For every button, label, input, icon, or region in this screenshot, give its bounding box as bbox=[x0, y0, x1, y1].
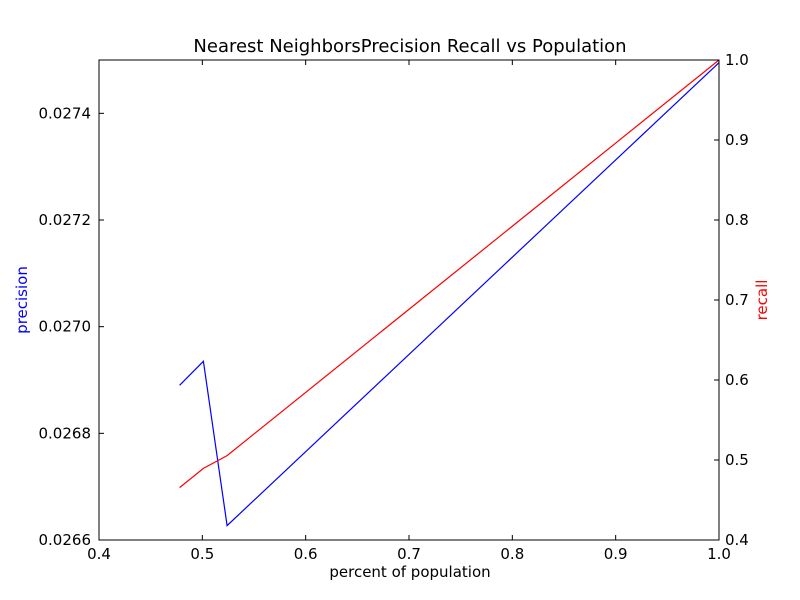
x-tick-label: 1.0 bbox=[707, 545, 731, 563]
right-tick-label: 1.0 bbox=[725, 51, 749, 69]
chart-title: Nearest NeighborsPrecision Recall vs Pop… bbox=[193, 36, 626, 57]
precision-series-line bbox=[179, 62, 720, 527]
x-tick-label: 0.4 bbox=[87, 545, 111, 563]
x-axis-ticks: 0.4 0.5 0.6 0.7 0.8 0.9 1.0 bbox=[87, 60, 731, 563]
right-axis-ticks: 0.4 0.5 0.6 0.7 0.8 0.9 1.0 bbox=[714, 51, 749, 549]
right-tick-label: 0.8 bbox=[725, 211, 749, 229]
recall-series-line bbox=[179, 59, 720, 489]
right-tick-label: 0.4 bbox=[725, 531, 749, 549]
x-tick-label: 0.9 bbox=[604, 545, 628, 563]
x-axis-label: percent of population bbox=[329, 563, 490, 581]
left-tick-label: 0.0274 bbox=[39, 104, 92, 122]
left-tick-label: 0.0272 bbox=[39, 211, 92, 229]
series-layer bbox=[179, 59, 720, 527]
x-tick-label: 0.8 bbox=[500, 545, 524, 563]
right-tick-label: 0.9 bbox=[725, 131, 749, 149]
right-tick-label: 0.7 bbox=[725, 291, 749, 309]
left-tick-label: 0.0270 bbox=[39, 318, 92, 336]
right-tick-label: 0.5 bbox=[725, 451, 749, 469]
x-tick-label: 0.5 bbox=[190, 545, 214, 563]
left-axis-label: precision bbox=[13, 266, 31, 334]
x-tick-label: 0.6 bbox=[294, 545, 318, 563]
left-tick-label: 0.0266 bbox=[39, 531, 92, 549]
right-tick-label: 0.6 bbox=[725, 371, 749, 389]
x-tick-label: 0.7 bbox=[397, 545, 421, 563]
left-axis-ticks: 0.0266 0.0268 0.0270 0.0272 0.0274 bbox=[39, 104, 104, 549]
left-tick-label: 0.0268 bbox=[39, 424, 92, 442]
right-axis-label: recall bbox=[753, 280, 771, 321]
